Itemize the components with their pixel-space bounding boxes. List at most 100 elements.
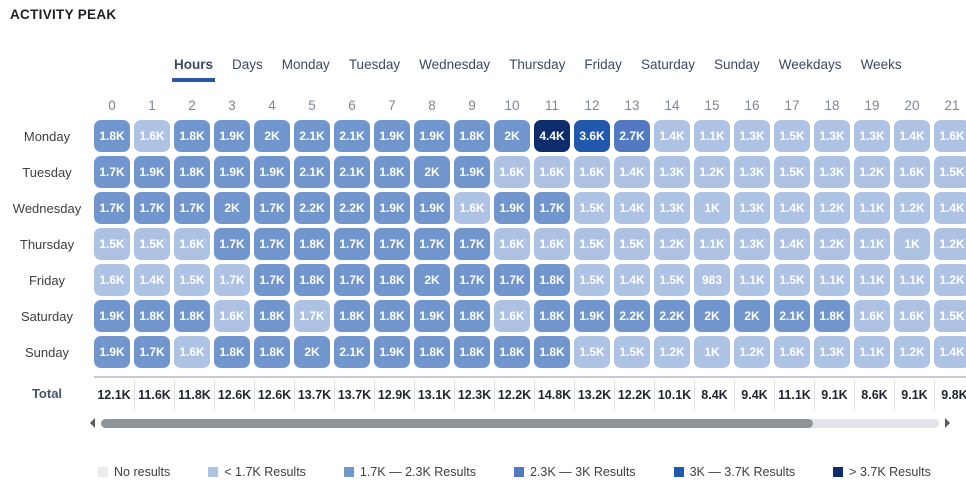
heatmap-cell[interactable]: 1.7K	[334, 228, 370, 260]
heatmap-cell[interactable]: 1.3K	[734, 120, 770, 152]
heatmap-cell[interactable]: 1.8K	[94, 120, 130, 152]
heatmap-cell[interactable]: 1.6K	[454, 192, 490, 224]
heatmap-cell[interactable]: 1.8K	[534, 336, 570, 368]
heatmap-cell[interactable]: 1.7K	[214, 264, 250, 296]
heatmap-cell[interactable]: 1.9K	[494, 192, 530, 224]
heatmap-cell[interactable]: 1.5K	[934, 300, 966, 332]
heatmap-cell[interactable]: 1.8K	[374, 300, 410, 332]
heatmap-cell[interactable]: 1.7K	[254, 228, 290, 260]
heatmap-cell[interactable]: 1.3K	[654, 192, 690, 224]
heatmap-cell[interactable]: 2K	[694, 300, 730, 332]
tab-sunday[interactable]: Sunday	[712, 57, 762, 82]
heatmap-cell[interactable]: 1.2K	[734, 336, 770, 368]
heatmap-cell[interactable]: 1.3K	[854, 120, 890, 152]
tab-saturday[interactable]: Saturday	[639, 57, 697, 82]
tab-friday[interactable]: Friday	[582, 57, 624, 82]
heatmap-cell[interactable]: 1.5K	[134, 228, 170, 260]
heatmap-cell[interactable]: 1.6K	[534, 228, 570, 260]
heatmap-cell[interactable]: 2K	[214, 192, 250, 224]
scrollbar-thumb[interactable]	[101, 418, 814, 428]
heatmap-cell[interactable]: 1.8K	[454, 300, 490, 332]
heatmap-cell[interactable]: 2.2K	[654, 300, 690, 332]
heatmap-cell[interactable]: 1.7K	[454, 228, 490, 260]
heatmap-cell[interactable]: 1.1K	[894, 264, 930, 296]
heatmap-cell[interactable]: 1.1K	[814, 264, 850, 296]
heatmap-cell[interactable]: 1.4K	[134, 264, 170, 296]
heatmap-cell[interactable]: 1.6K	[534, 156, 570, 188]
heatmap-cell[interactable]: 1.8K	[454, 120, 490, 152]
heatmap-cell[interactable]: 1.8K	[254, 336, 290, 368]
heatmap-cell[interactable]: 1.6K	[94, 264, 130, 296]
heatmap-cell[interactable]: 1.5K	[574, 336, 610, 368]
heatmap-cell[interactable]: 1.3K	[654, 156, 690, 188]
heatmap-cell[interactable]: 1.1K	[734, 264, 770, 296]
heatmap-cell[interactable]: 2.7K	[614, 120, 650, 152]
heatmap-cell[interactable]: 1.7K	[134, 336, 170, 368]
heatmap-cell[interactable]: 1.1K	[694, 120, 730, 152]
heatmap-cell[interactable]: 1.6K	[574, 156, 610, 188]
heatmap-cell[interactable]: 1.4K	[774, 192, 810, 224]
heatmap-cell[interactable]: 1K	[694, 336, 730, 368]
scroll-left-icon[interactable]	[90, 418, 95, 428]
heatmap-cell[interactable]: 1.2K	[694, 156, 730, 188]
heatmap-cell[interactable]: 1.7K	[294, 300, 330, 332]
tab-thursday[interactable]: Thursday	[507, 57, 567, 82]
tab-days[interactable]: Days	[230, 57, 265, 82]
heatmap-cell[interactable]: 1.4K	[934, 192, 966, 224]
heatmap-cell[interactable]: 1.4K	[614, 156, 650, 188]
heatmap-cell[interactable]: 1.4K	[774, 228, 810, 260]
heatmap-cell[interactable]: 2K	[494, 120, 530, 152]
heatmap-cell[interactable]: 1.7K	[334, 264, 370, 296]
tab-hours[interactable]: Hours	[172, 57, 216, 82]
heatmap-cell[interactable]: 1.9K	[414, 300, 450, 332]
heatmap-cell[interactable]: 1.9K	[254, 156, 290, 188]
heatmap-cell[interactable]: 1.7K	[534, 192, 570, 224]
heatmap-cell[interactable]: 1.2K	[654, 336, 690, 368]
heatmap-cell[interactable]: 1.7K	[454, 264, 490, 296]
heatmap-cell[interactable]: 1.2K	[894, 192, 930, 224]
heatmap-cell[interactable]: 1.7K	[174, 192, 210, 224]
heatmap-cell[interactable]: 1.1K	[854, 264, 890, 296]
heatmap-cell[interactable]: 1.7K	[94, 192, 130, 224]
heatmap-cell[interactable]: 2K	[414, 264, 450, 296]
heatmap-cell[interactable]: 1.6K	[494, 228, 530, 260]
heatmap-cell[interactable]: 2K	[254, 120, 290, 152]
heatmap-cell[interactable]: 1.5K	[614, 228, 650, 260]
heatmap-cell[interactable]: 1.5K	[174, 264, 210, 296]
heatmap-cell[interactable]: 1.2K	[854, 156, 890, 188]
heatmap-cell[interactable]: 1K	[894, 228, 930, 260]
heatmap-cell[interactable]: 1.3K	[814, 336, 850, 368]
heatmap-cell[interactable]: 1.9K	[214, 156, 250, 188]
heatmap-cell[interactable]: 1.6K	[494, 156, 530, 188]
heatmap-cell[interactable]: 2.1K	[334, 120, 370, 152]
heatmap-cell[interactable]: 1.8K	[814, 300, 850, 332]
heatmap-cell[interactable]: 1.8K	[174, 300, 210, 332]
heatmap-cell[interactable]: 2.1K	[334, 336, 370, 368]
heatmap-cell[interactable]: 2.1K	[294, 156, 330, 188]
heatmap-cell[interactable]: 2K	[294, 336, 330, 368]
heatmap-cell[interactable]: 1.9K	[374, 120, 410, 152]
heatmap-cell[interactable]: 1.9K	[414, 192, 450, 224]
heatmap-cell[interactable]: 1.8K	[534, 264, 570, 296]
heatmap-cell[interactable]: 1.5K	[574, 264, 610, 296]
heatmap-cell[interactable]: 3.6K	[574, 120, 610, 152]
heatmap-cell[interactable]: 1.5K	[94, 228, 130, 260]
heatmap-cell[interactable]: 1.3K	[734, 228, 770, 260]
heatmap-cell[interactable]: 1.6K	[854, 300, 890, 332]
heatmap-cell[interactable]: 1.7K	[94, 156, 130, 188]
heatmap-cell[interactable]: 4.4K	[534, 120, 570, 152]
heatmap-cell[interactable]: 1.5K	[934, 156, 966, 188]
heatmap-cell[interactable]: 1.3K	[814, 120, 850, 152]
heatmap-cell[interactable]: 1.8K	[414, 336, 450, 368]
heatmap-cell[interactable]: 1.6K	[934, 120, 966, 152]
heatmap-cell[interactable]: 1.8K	[374, 264, 410, 296]
heatmap-cell[interactable]: 1.4K	[614, 264, 650, 296]
heatmap-cell[interactable]: 1.8K	[494, 336, 530, 368]
heatmap-cell[interactable]: 2.1K	[334, 156, 370, 188]
heatmap-cell[interactable]: 1.3K	[814, 156, 850, 188]
heatmap-cell[interactable]: 1.1K	[854, 192, 890, 224]
heatmap-cell[interactable]: 1.7K	[254, 192, 290, 224]
heatmap-cell[interactable]: 1.9K	[214, 120, 250, 152]
heatmap-cell[interactable]: 1.1K	[854, 228, 890, 260]
heatmap-cell[interactable]: 1.7K	[254, 264, 290, 296]
